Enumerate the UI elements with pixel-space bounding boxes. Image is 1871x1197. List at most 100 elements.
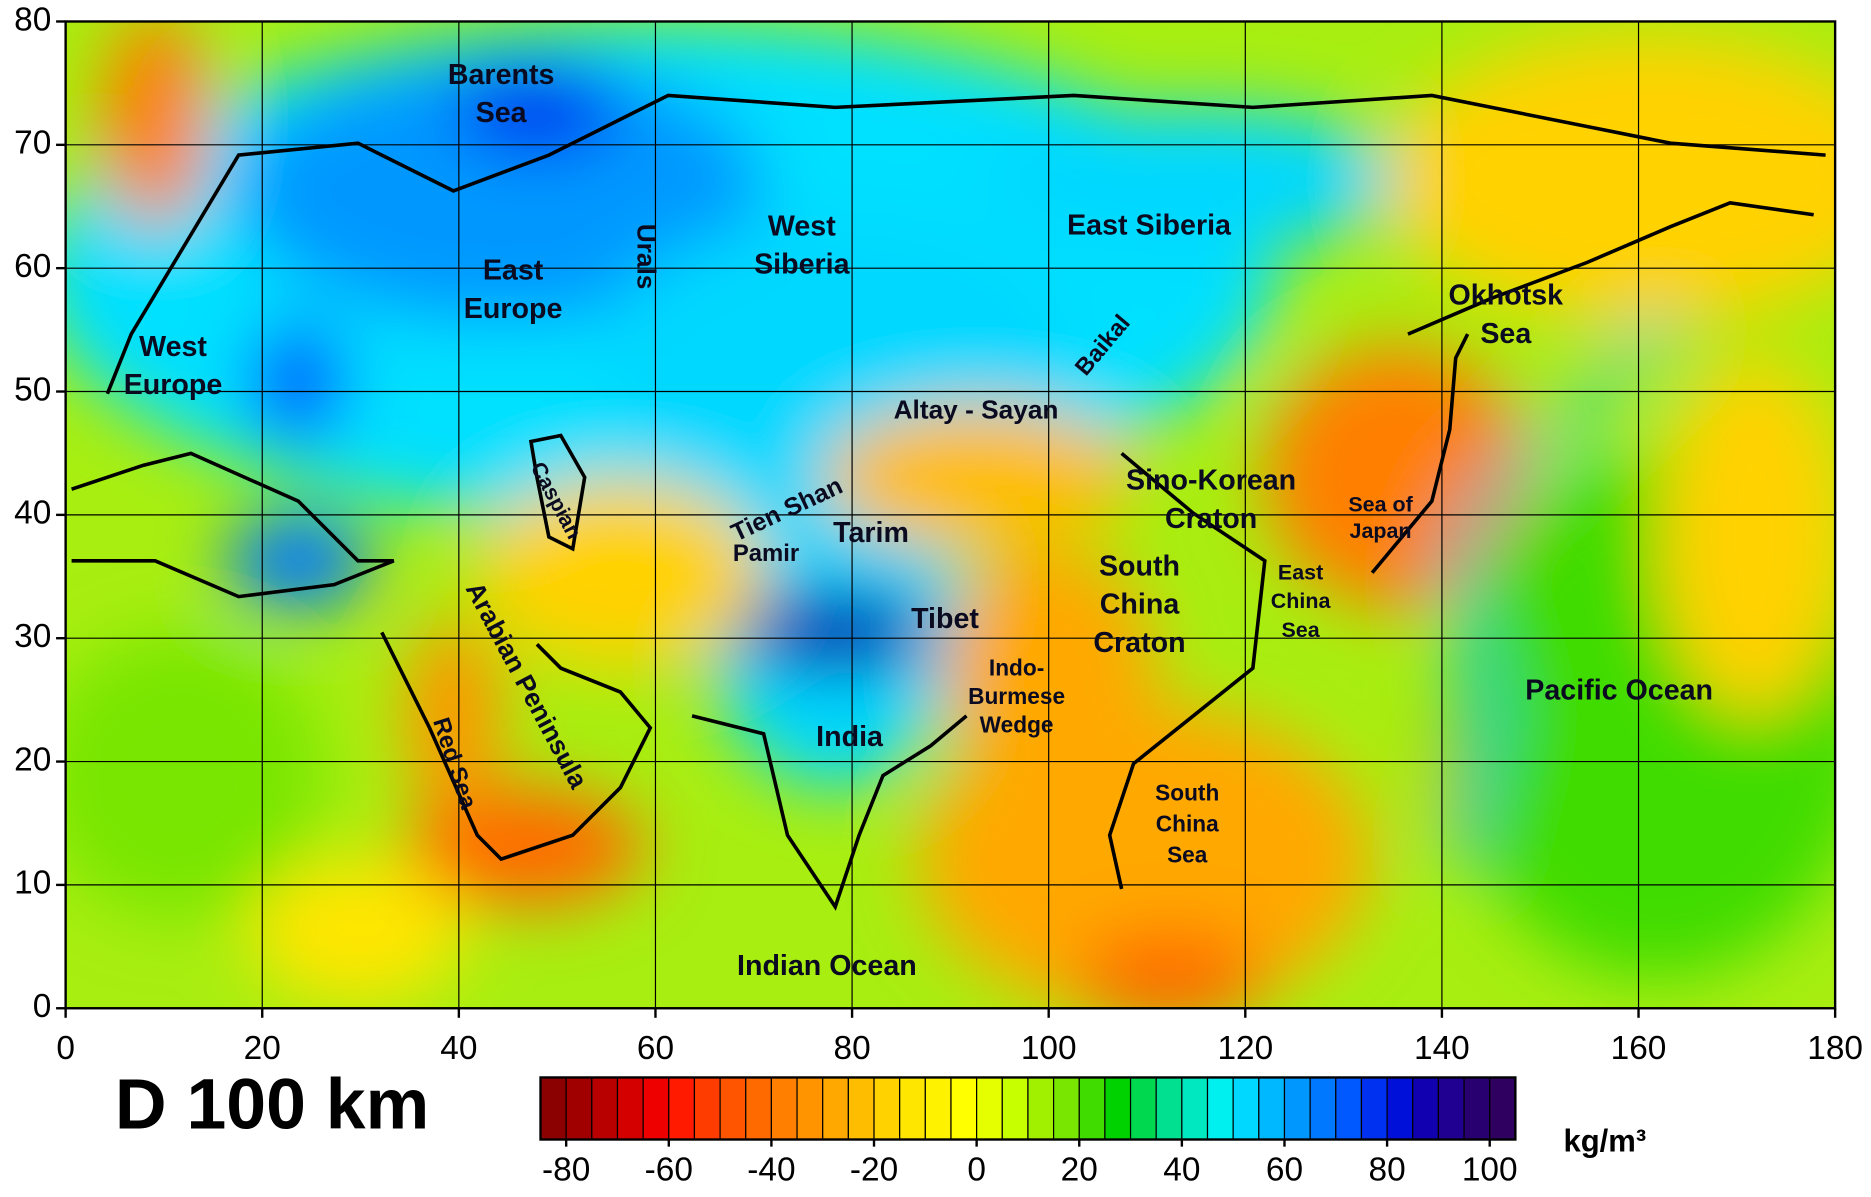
field-patch <box>238 59 764 323</box>
field-patch <box>739 590 931 675</box>
coast-china <box>1107 452 1267 890</box>
region-label: South <box>1155 780 1219 806</box>
region-label: Altay - Sayan <box>894 395 1059 425</box>
region-label: East <box>1278 561 1323 585</box>
field-patch <box>978 107 1408 251</box>
region-label: Japan <box>1350 519 1412 543</box>
y-tick-label: 50 <box>14 371 51 408</box>
colorbar: -80 -60 -40 -20 0 20 40 60 80 100 <box>539 1076 1518 1189</box>
x-tick-label: 180 <box>1807 1030 1863 1067</box>
region-label: China <box>1271 589 1332 613</box>
region-label: Siberia <box>754 249 851 281</box>
field-patch <box>453 59 621 156</box>
region-label: East <box>483 255 544 287</box>
coast-okhotsk <box>1407 201 1814 336</box>
region-label: Indian Ocean <box>737 950 917 982</box>
region-label: West <box>768 210 836 242</box>
y-tick-label: 70 <box>14 125 51 162</box>
color-box <box>1129 1076 1157 1141</box>
color-box <box>1386 1076 1414 1141</box>
region-label: Sea <box>476 97 528 129</box>
color-box <box>668 1076 696 1141</box>
region-label: Indo- <box>989 654 1044 680</box>
region-label: Europe <box>464 293 563 325</box>
region-label: Tibet <box>911 603 979 635</box>
color-box <box>899 1076 926 1141</box>
region-label: Wedge <box>980 712 1054 738</box>
color-box <box>1463 1076 1491 1141</box>
colorbar-tick-label: 0 <box>967 1152 986 1189</box>
density-field <box>65 21 1836 1009</box>
color-box <box>591 1076 619 1141</box>
y-tick-label: 80 <box>14 1 51 38</box>
color-box <box>1104 1076 1132 1141</box>
colorbar-unit: kg/m³ <box>1563 1123 1646 1158</box>
color-box <box>539 1076 567 1141</box>
colorbar-tick-label: -40 <box>747 1152 795 1189</box>
region-label: Barents <box>448 59 555 91</box>
field-patch <box>250 859 466 1003</box>
field-patch <box>942 548 1158 788</box>
color-box <box>1052 1076 1080 1141</box>
color-box <box>1335 1076 1363 1141</box>
color-box <box>1437 1076 1465 1141</box>
color-box <box>1027 1076 1055 1141</box>
y-tick-label: 40 <box>14 495 51 532</box>
region-label: Urals <box>631 224 661 290</box>
region-label: Sea of <box>1348 493 1413 517</box>
axes: 0 20 40 60 80 100 120 140 160 180 0 10 20 30 40 50 60 70 8… <box>14 1 1863 1067</box>
x-tick-label: 100 <box>1021 1030 1077 1067</box>
color-box <box>950 1076 978 1141</box>
color-box <box>642 1076 670 1141</box>
region-label: South <box>1099 551 1180 583</box>
x-tick-label: 120 <box>1217 1030 1273 1067</box>
color-box <box>1360 1076 1388 1141</box>
coast-arabia <box>380 631 653 862</box>
region-label: Pacific Ocean <box>1525 675 1713 707</box>
color-box <box>1181 1076 1209 1141</box>
region-label: Europe <box>124 369 223 401</box>
y-tick-label: 60 <box>14 248 51 285</box>
coastlines <box>71 93 1826 911</box>
colorbar-tick-label: 40 <box>1163 1152 1200 1189</box>
color-box <box>1001 1076 1029 1141</box>
color-box <box>1206 1076 1234 1141</box>
region-label: Sino-Korean <box>1126 465 1296 497</box>
region-label: Okhotsk <box>1449 280 1564 312</box>
y-tick-label: 20 <box>14 741 51 778</box>
region-label: Burmese <box>968 683 1065 709</box>
colorbar-tick-label: 100 <box>1462 1152 1518 1189</box>
color-box <box>719 1076 747 1141</box>
colorbar-tick-label: -60 <box>645 1152 693 1189</box>
color-box <box>976 1076 1003 1141</box>
color-box <box>1232 1076 1260 1141</box>
field-patch <box>65 632 323 919</box>
grid <box>65 21 1836 1009</box>
x-tick-label: 160 <box>1611 1030 1667 1067</box>
color-box <box>1309 1076 1337 1141</box>
region-label: Sea <box>1167 842 1208 868</box>
region-label: China <box>1100 589 1181 621</box>
region-label: Sea <box>1281 618 1320 642</box>
region-label: Craton <box>1165 503 1257 535</box>
coast-india <box>691 714 968 911</box>
y-tick-label: 10 <box>14 865 51 902</box>
field-patch <box>1073 930 1265 1009</box>
color-box <box>565 1076 593 1141</box>
map-area: Barents Sea West Europe East Europe Urals West S… <box>65 21 1836 1009</box>
field-patch <box>477 477 764 669</box>
color-box <box>1412 1076 1439 1141</box>
color-box <box>796 1076 824 1141</box>
region-label: Sea <box>1480 318 1532 350</box>
colorbar-tick-label: 80 <box>1369 1152 1406 1189</box>
color-box <box>924 1076 952 1141</box>
x-tick-label: 0 <box>56 1030 75 1067</box>
coast-arctic <box>105 93 1826 395</box>
y-tick-label: 0 <box>33 988 52 1025</box>
colorbar-frame <box>539 1076 1517 1141</box>
region-label: Pamir <box>733 540 799 567</box>
map-title: D 100 km <box>115 1065 429 1145</box>
region-label: China <box>1156 811 1219 837</box>
